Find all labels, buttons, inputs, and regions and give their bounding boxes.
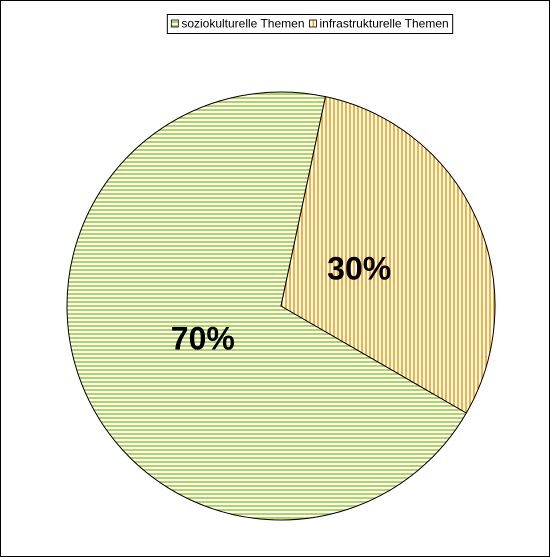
legend-label: infrastrukturelle Themen [320,17,449,31]
legend-label: soziokulturelle Themen [181,17,304,31]
data-label: 30% [327,251,391,287]
legend: soziokulturelle Themen infrastrukturelle … [170,17,449,31]
pie-slice [66,91,468,521]
data-label: 70% [171,320,235,356]
pie-slice [280,96,496,414]
legend-swatch [170,19,179,28]
legend-swatch [309,19,317,28]
